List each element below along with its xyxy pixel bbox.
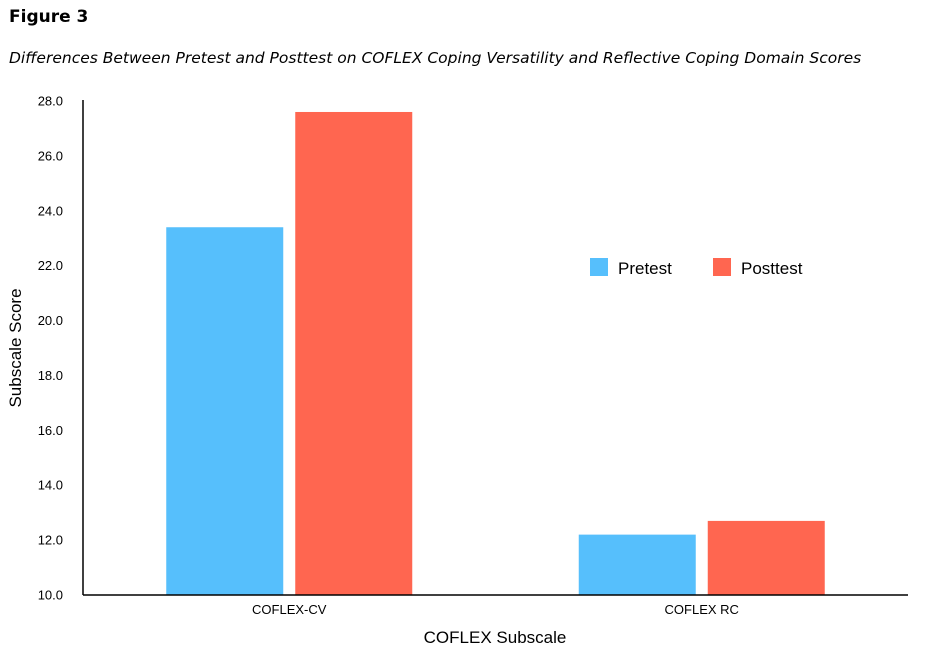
- legend: Pretest Posttest: [590, 258, 803, 278]
- y-tick-label: 24.0: [38, 203, 63, 218]
- bar-pretest-0: [166, 227, 284, 595]
- x-category-label: COFLEX-CV: [252, 602, 327, 617]
- y-axis-title: Subscale Score: [6, 288, 25, 407]
- legend-label-posttest: Posttest: [741, 259, 803, 278]
- y-tick-label: 22.0: [38, 258, 63, 273]
- y-tick-label: 12.0: [38, 533, 63, 548]
- figure-label: Figure 3: [9, 7, 89, 27]
- y-tick-label: 20.0: [38, 313, 63, 328]
- bar-pretest-1: [578, 534, 696, 595]
- y-tick-label: 18.0: [38, 368, 63, 383]
- y-tick-label: 14.0: [38, 478, 63, 493]
- y-axis-ticks: 10.0 12.0 14.0 16.0 18.0 20.0 22.0 24.0 26.0 28.0: [38, 94, 63, 603]
- x-category-label: COFLEX RC: [665, 602, 739, 617]
- figure-title: Differences Between Pretest and Posttest…: [9, 49, 862, 67]
- bar-posttest-0: [295, 111, 413, 595]
- legend-label-pretest: Pretest: [618, 259, 672, 278]
- legend-swatch-pretest: [590, 258, 608, 276]
- y-tick-label: 26.0: [38, 148, 63, 163]
- bar-posttest-1: [707, 520, 825, 595]
- x-axis-categories: COFLEX-CV COFLEX RC: [252, 602, 739, 617]
- y-tick-label: 28.0: [38, 94, 63, 109]
- y-tick-label: 16.0: [38, 423, 63, 438]
- x-axis-title: COFLEX Subscale: [424, 628, 567, 647]
- legend-swatch-posttest: [713, 258, 731, 276]
- y-tick-label: 10.0: [38, 588, 63, 603]
- bars: [166, 111, 825, 595]
